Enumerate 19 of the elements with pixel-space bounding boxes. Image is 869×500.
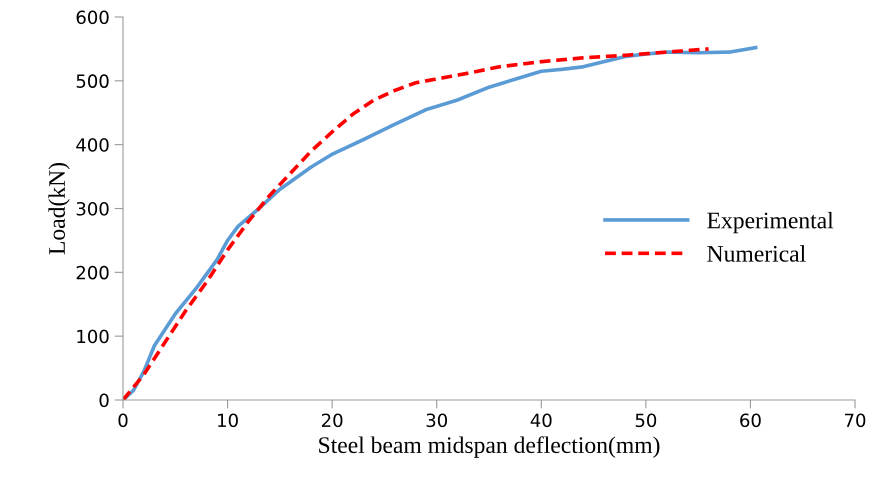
y-tick-label: 100 [77, 330, 109, 344]
x-tick-label: 70 [844, 414, 866, 428]
x-tick-label: 10 [218, 414, 238, 428]
x-tick-label: 50 [636, 414, 656, 428]
y-tick-label: 300 [76, 202, 109, 216]
x-tick-label: 40 [530, 414, 552, 428]
y-tick-label: 500 [76, 74, 109, 88]
x-tick-label: 30 [426, 414, 448, 428]
y-tick-label: 0 [100, 393, 109, 408]
x-tick-label: 20 [322, 414, 342, 428]
y-tick-label: 400 [76, 138, 109, 152]
y-axis-title: Load(kN) [48, 162, 70, 254]
y-tick-label: 600 [76, 10, 109, 24]
x-axis-title: Steel beam midspan deflection(mm) [319, 436, 660, 458]
x-tick-label: 60 [740, 414, 761, 428]
x-tick-label: 0 [118, 414, 128, 428]
y-tick-label: 200 [76, 266, 109, 280]
legend-label: Numerical [707, 245, 806, 262]
legend-label: Experimental [707, 212, 834, 234]
